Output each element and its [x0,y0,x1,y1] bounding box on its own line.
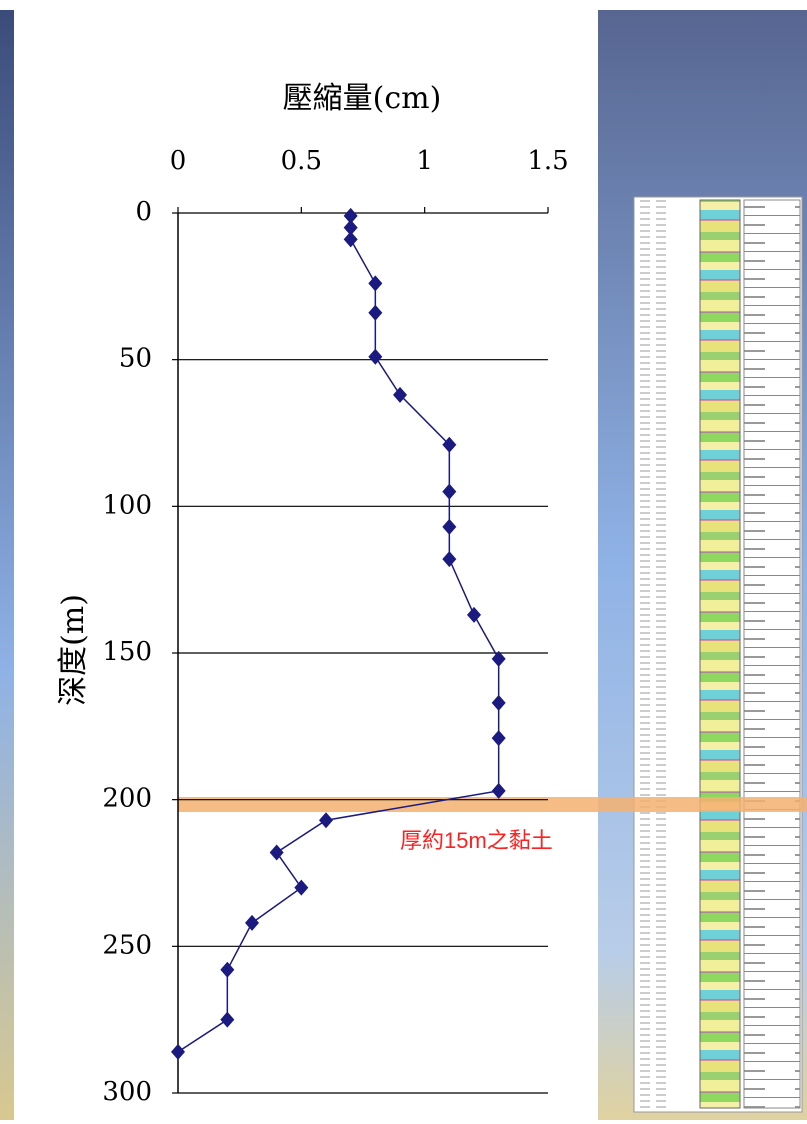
left-edge [0,0,14,1120]
x-tick-label: 1 [416,146,433,176]
log-ruler [636,200,666,1108]
y-tick-label: 100 [102,490,152,520]
log-column [700,200,740,1108]
y-tick-label: 300 [102,1077,152,1107]
y-tick-label: 50 [119,344,152,374]
y-tick-label: 250 [102,930,152,960]
y-tick-label: 0 [135,197,152,227]
y-tick-label: 200 [102,784,152,814]
x-tick-label: 0 [170,146,187,176]
slide: 壓縮量(cm) 深度(m) 厚約15m之黏土 0 50 100 150 200 250 30… [0,0,807,1120]
annotation: 厚約15m之黏土 [400,828,553,853]
borehole-log [634,197,802,1112]
top-strip [0,0,807,10]
chart-title: 壓縮量(cm) [283,81,442,116]
x-tick-label: 0.5 [281,146,322,176]
x-tick-label: 1.5 [527,146,568,176]
log-descriptions [744,200,800,1108]
y-axis-label: 深度(m) [56,594,91,706]
y-tick-label: 150 [102,637,152,667]
